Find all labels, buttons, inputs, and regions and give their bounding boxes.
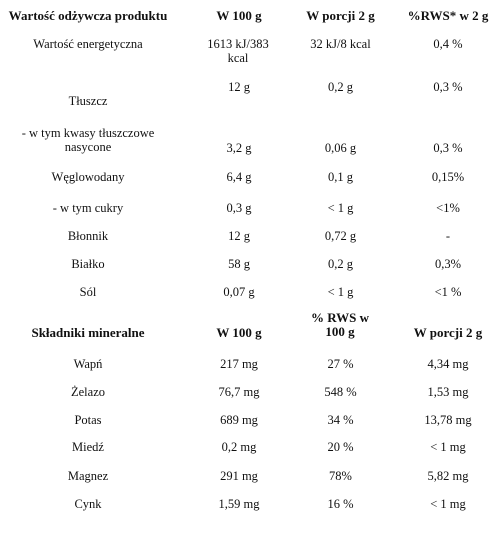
magnesium-per-portion: 5,82 mg <box>427 469 469 483</box>
iron-per-portion: 1,53 mg <box>427 385 469 399</box>
saturated-fat-per-portion: 0,06 g <box>324 141 357 155</box>
iron-label: Żelazo <box>70 385 105 399</box>
salt-rws: <1 % <box>434 285 462 299</box>
carbs-label: Węglowodany <box>51 170 125 184</box>
copper-rws: 20 % <box>327 440 354 454</box>
fat-per-100g: 12 g <box>228 80 250 94</box>
energy-rws: 0,4 % <box>433 37 463 51</box>
salt-per-portion: < 1 g <box>327 285 354 299</box>
carbs-rws: 0,15% <box>431 170 465 184</box>
iron-per-100g: 76,7 mg <box>218 385 260 399</box>
saturated-fat-rws: 0,3 % <box>433 141 463 155</box>
potassium-rws: 34 % <box>327 413 354 427</box>
protein-label: Białko <box>71 257 105 271</box>
energy-label: Wartość energetyczna <box>33 37 143 51</box>
copper-label: Miedź <box>72 440 104 454</box>
fiber-rws: - <box>445 229 451 243</box>
zinc-rws: 16 % <box>327 497 354 511</box>
magnesium-rws: 78% <box>329 469 352 483</box>
nutrition-header-rws: %RWS* w 2 g <box>407 8 489 23</box>
potassium-label: Potas <box>74 413 102 427</box>
nutrition-header-product: Wartość odżywcza produktu <box>8 8 168 23</box>
minerals-header-name: Składniki mineralne <box>31 325 145 340</box>
copper-per-portion: < 1 mg <box>430 440 466 454</box>
sugars-label: - w tym cukry <box>52 201 124 215</box>
iron-rws: 548 % <box>324 385 357 399</box>
protein-per-portion: 0,2 g <box>328 257 353 271</box>
salt-label: Sól <box>79 285 97 299</box>
fat-rws: 0,3 % <box>433 80 463 94</box>
zinc-per-portion: < 1 mg <box>430 497 466 511</box>
nutrition-header-per-100g: W 100 g <box>216 8 262 23</box>
copper-per-100g: 0,2 mg <box>221 440 257 454</box>
zinc-per-100g: 1,59 mg <box>218 497 260 511</box>
potassium-per-100g: 689 mg <box>220 413 258 427</box>
zinc-label: Cynk <box>74 497 102 511</box>
potassium-per-portion: 13,78 mg <box>424 413 472 427</box>
calcium-per-100g: 217 mg <box>220 357 258 371</box>
energy-per-portion: 32 kJ/8 kcal <box>310 37 371 51</box>
fat-label: Tłuszcz <box>68 94 108 108</box>
calcium-per-portion: 4,34 mg <box>427 357 469 371</box>
calcium-rws: 27 % <box>327 357 354 371</box>
carbs-per-100g: 6,4 g <box>226 170 252 184</box>
minerals-header-per-100g: W 100 g <box>216 325 262 340</box>
sugars-per-portion: < 1 g <box>327 201 354 215</box>
nutrition-header-per-portion: W porcji 2 g <box>306 8 375 23</box>
saturated-fat-per-100g: 3,2 g <box>226 141 252 155</box>
fiber-per-portion: 0,72 g <box>324 229 357 243</box>
minerals-header-per-portion: W porcji 2 g <box>413 325 483 340</box>
fat-per-portion: 0,2 g <box>328 80 353 94</box>
fiber-per-100g: 12 g <box>228 229 250 243</box>
sugars-rws: <1% <box>436 201 460 215</box>
carbs-per-portion: 0,1 g <box>328 170 353 184</box>
magnesium-label: Magnez <box>67 469 109 483</box>
sugars-per-100g: 0,3 g <box>226 201 252 215</box>
saturated-fat-label: - w tym kwasy tłuszczowe nasycone <box>21 126 155 154</box>
calcium-label: Wapń <box>73 357 103 371</box>
protein-rws: 0,3% <box>434 257 462 271</box>
magnesium-per-100g: 291 mg <box>220 469 258 483</box>
fiber-label: Błonnik <box>67 229 109 243</box>
minerals-header-rws: % RWS w 100 g <box>310 310 370 339</box>
salt-per-100g: 0,07 g <box>223 285 255 299</box>
protein-per-100g: 58 g <box>228 257 250 271</box>
energy-per-100g: 1613 kJ/383 kcal <box>207 37 269 65</box>
